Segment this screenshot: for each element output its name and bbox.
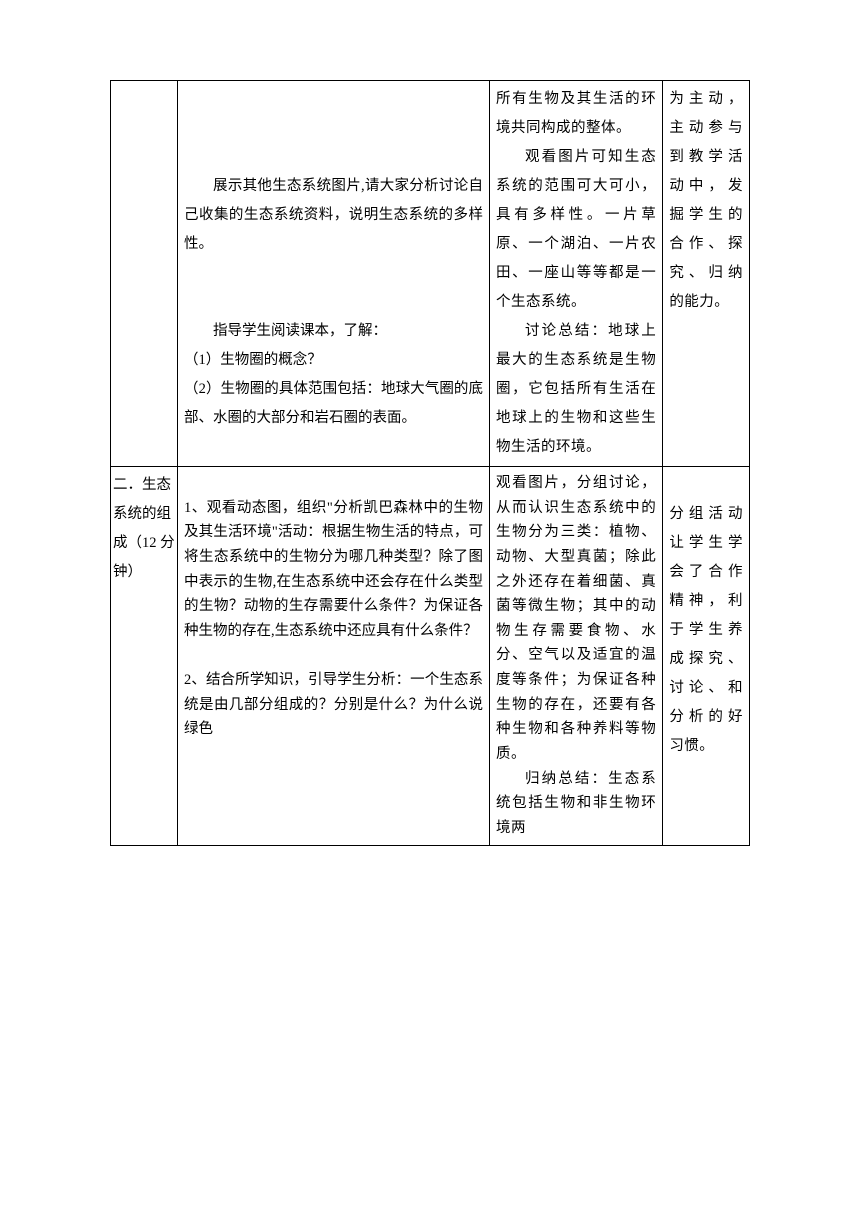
- table-row: 二．生态系统的组成（12 分钟） 1、观看动态图，组织"分析凯巴森林中的生物及其…: [111, 467, 750, 846]
- paragraph: 展示其他生态系统图片,请大家分析讨论自己收集的生态系统资料，说明生态系统的多样性…: [184, 172, 483, 259]
- paragraph: 指导学生阅读课本，了解：: [184, 317, 483, 346]
- table-row: 展示其他生态系统图片,请大家分析讨论自己收集的生态系统资料，说明生态系统的多样性…: [111, 81, 750, 467]
- cell-r1c2: 展示其他生态系统图片,请大家分析讨论自己收集的生态系统资料，说明生态系统的多样性…: [178, 81, 490, 467]
- cell-r2c2: 1、观看动态图，组织"分析凯巴森林中的生物及其生活环境"活动：根据生物生活的特点…: [178, 467, 490, 846]
- cell-r2c4: 分组活动让学生学会了合作精神，利于学生养成探究、讨论、和分析的好习惯。: [663, 467, 750, 846]
- paragraph: 归纳总结：生态系统包括生物和非生物环境两: [496, 767, 656, 841]
- cell-r2c1: 二．生态系统的组成（12 分钟）: [111, 467, 178, 846]
- paragraph: 观看图片可知生态系统的范围可大可小，具有多样性。一片草原、一个湖泊、一片农田、一…: [496, 143, 656, 317]
- paragraph: 讨论总结：地球上最大的生态系统是生物圈，它包括所有生活在地球上的生物和这些生物生…: [496, 317, 656, 462]
- cell-r2c3: 观看图片，分组讨论，从而认识生态系统中的生物分为三类：植物、动物、大型真菌；除此…: [490, 467, 663, 846]
- cell-r1c1: [111, 81, 178, 467]
- cell-r1c3: 所有生物及其生活的环境共同构成的整体。 观看图片可知生态系统的范围可大可小，具有…: [490, 81, 663, 467]
- cell-r1c4: 为主动，主动参与到教学活动中，发掘学生的合作、探究、归纳的能力。: [663, 81, 750, 467]
- paragraph: 1、观看动态图，组织"分析凯巴森林中的生物及其生活环境"活动：根据生物生活的特点…: [184, 496, 483, 644]
- paragraph: 分组活动让学生学会了合作精神，利于学生养成探究、讨论、和分析的好习惯。: [669, 500, 743, 761]
- paragraph: （2）生物圈的具体范围包括：地球大气圈的底部、水圈的大部分和岩石圈的表面。: [184, 375, 483, 433]
- paragraph: 2、结合所学知识，引导学生分析：一个生态系统是由几部分组成的？分别是什么？为什么…: [184, 668, 483, 742]
- paragraph: （1）生物圈的概念？: [184, 346, 483, 375]
- paragraph: 观看图片，分组讨论，从而认识生态系统中的生物分为三类：植物、动物、大型真菌；除此…: [496, 471, 656, 767]
- lesson-plan-table: 展示其他生态系统图片,请大家分析讨论自己收集的生态系统资料，说明生态系统的多样性…: [110, 80, 750, 846]
- paragraph: 所有生物及其生活的环境共同构成的整体。: [496, 85, 656, 143]
